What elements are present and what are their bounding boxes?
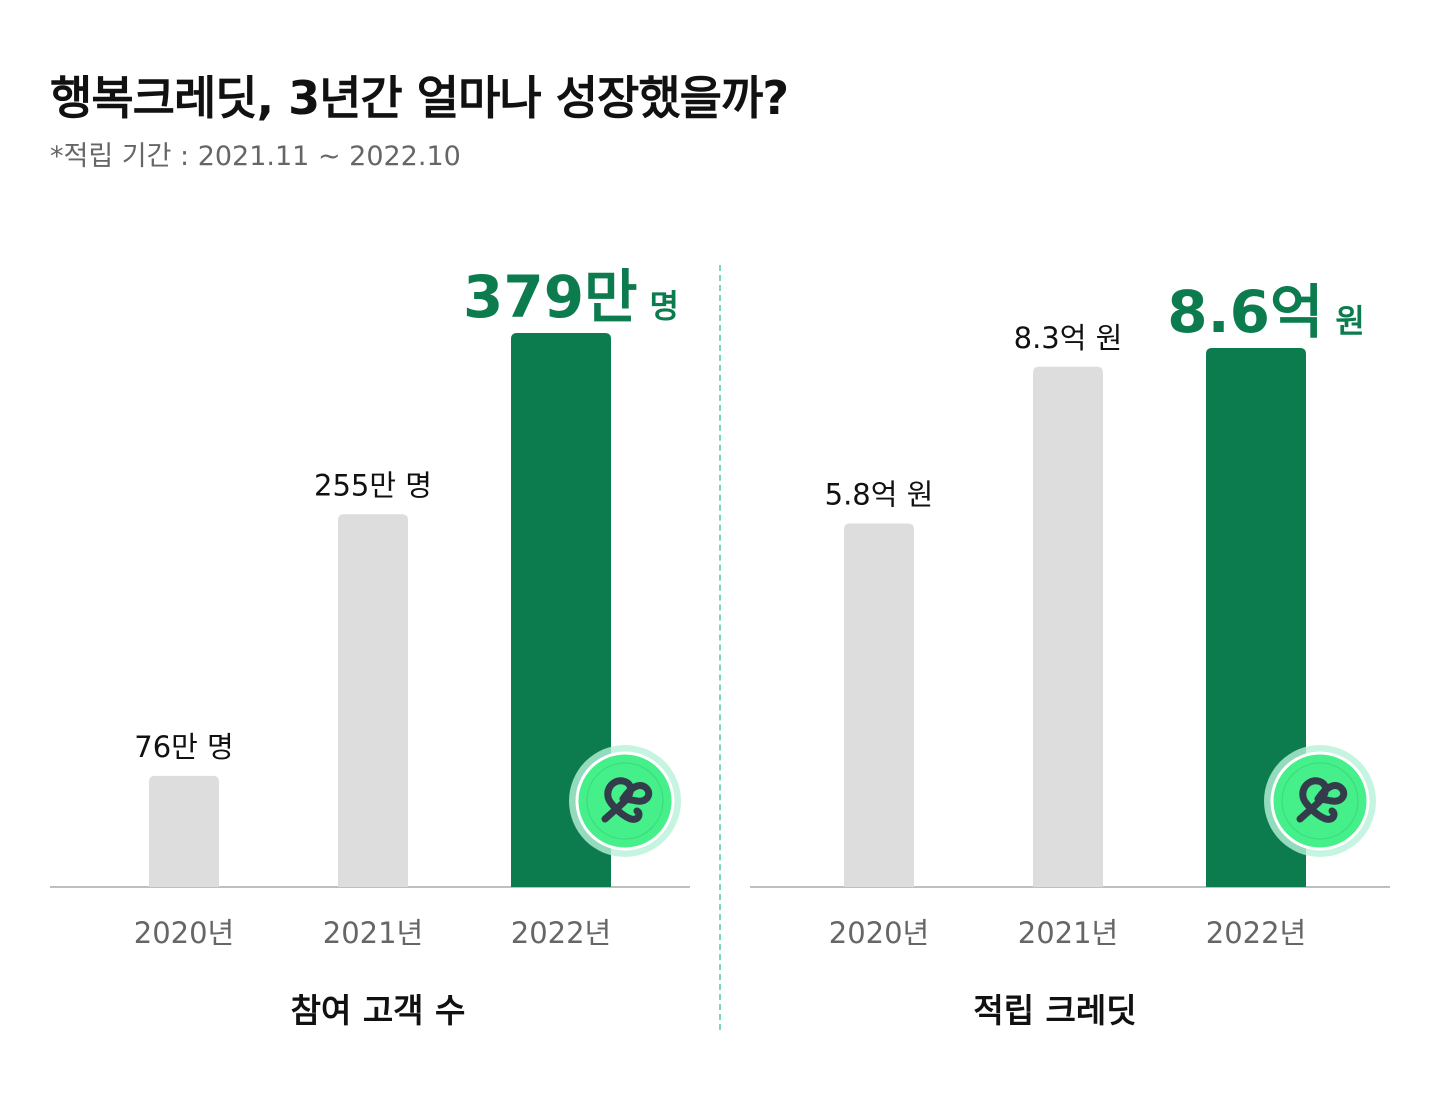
chart-title: 적립 크레딧 — [973, 991, 1136, 1030]
bar — [511, 333, 611, 887]
bar — [338, 514, 408, 887]
data-label-highlight: 379만 명 — [463, 263, 679, 331]
bar — [149, 775, 219, 887]
x-tick-label: 2021년 — [1018, 916, 1118, 950]
happy-credit-logo-icon — [1264, 745, 1376, 857]
page-title: 행복크레딧, 3년간 얼마나 성장했을까? — [50, 71, 789, 125]
page-subtitle: *적립 기간 : 2021.11 ~ 2022.10 — [50, 141, 461, 172]
x-tick-label: 2020년 — [134, 916, 234, 950]
x-tick-label: 2022년 — [1206, 916, 1306, 950]
bar — [1206, 348, 1306, 887]
chart-panel-1: 2020년 76만 명 2021년 255만 명 2022년 379만 명참여 고객 수 — [50, 263, 690, 1030]
data-label: 255만 명 — [314, 468, 432, 502]
data-label: 8.3억 원 — [1014, 321, 1123, 355]
data-label: 76만 명 — [134, 730, 233, 764]
chart-title: 참여 고객 수 — [291, 991, 466, 1030]
x-tick-label: 2022년 — [511, 916, 611, 950]
chart-panel-2: 2020년 5.8억 원 2021년 8.3억 원 2022년 8.6억 원적립 크레딧 — [750, 278, 1390, 1030]
panel-divider — [719, 265, 721, 1030]
x-tick-label: 2020년 — [829, 916, 929, 950]
data-label-highlight: 8.6억 원 — [1167, 278, 1365, 346]
bar — [844, 523, 914, 887]
happy-credit-logo-icon — [569, 745, 681, 857]
bar — [1033, 366, 1103, 887]
x-tick-label: 2021년 — [323, 916, 423, 950]
data-label: 5.8억 원 — [825, 477, 934, 511]
